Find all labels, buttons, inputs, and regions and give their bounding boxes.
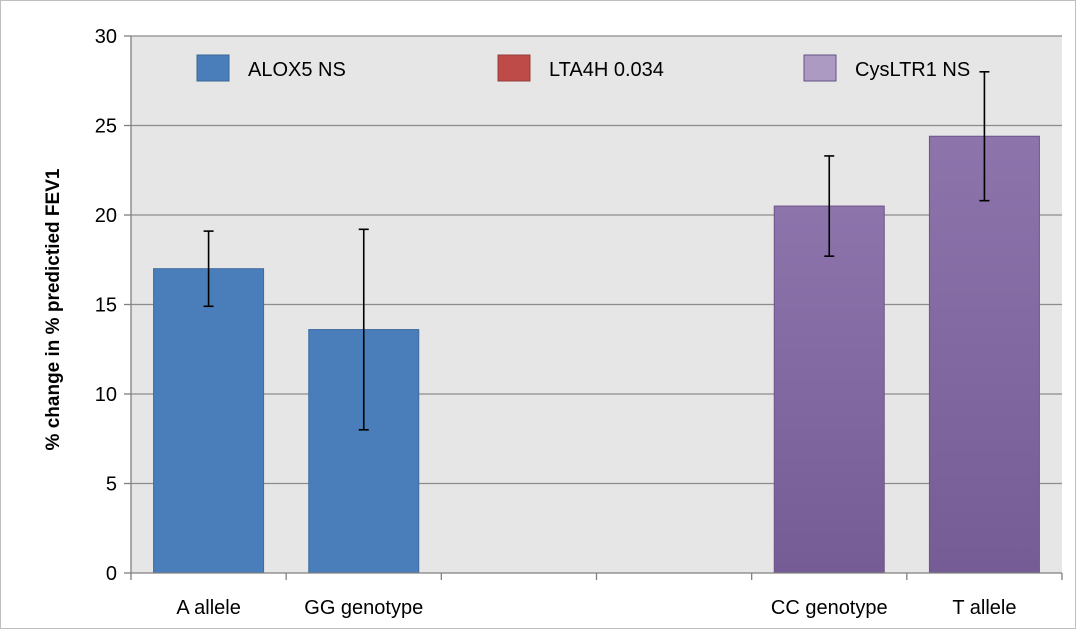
legend-swatch [803, 54, 837, 82]
legend-label: LTA4H 0.034 [549, 59, 664, 81]
y-tick-label: 20 [95, 205, 117, 227]
legend-label: ALOX5 NS [248, 59, 346, 81]
x-tick-label: T allele [952, 597, 1016, 619]
legend-swatch [497, 54, 531, 82]
y-tick-label: 0 [106, 563, 117, 585]
y-tick-label: 25 [95, 116, 117, 138]
x-tick-labels: A allele GG genotype CC genotype T allele [176, 597, 1016, 619]
error-bars [203, 71, 990, 431]
legend-label: CysLTR1 NS [855, 59, 970, 81]
bars [153, 135, 1040, 574]
x-tick-label: GG genotype [304, 597, 423, 619]
bar [153, 268, 265, 574]
y-tick-label: 10 [95, 384, 117, 406]
y-tick-label: 30 [95, 26, 117, 48]
bar [773, 205, 885, 574]
y-tick-labels: 0 5 10 15 20 25 30 [95, 26, 131, 585]
y-axis-title: % change in % predictied FEV1 [43, 168, 64, 450]
bar [928, 135, 1040, 574]
x-tick-label: A allele [176, 597, 241, 619]
x-tick-label: CC genotype [771, 597, 888, 619]
gridlines [131, 35, 1062, 485]
legend: ALOX5 NS LTA4H 0.034 CysLTR1 NS [196, 54, 970, 82]
legend-swatch [196, 54, 230, 82]
y-tick-label: 5 [106, 474, 117, 496]
y-tick-label: 15 [95, 295, 117, 317]
